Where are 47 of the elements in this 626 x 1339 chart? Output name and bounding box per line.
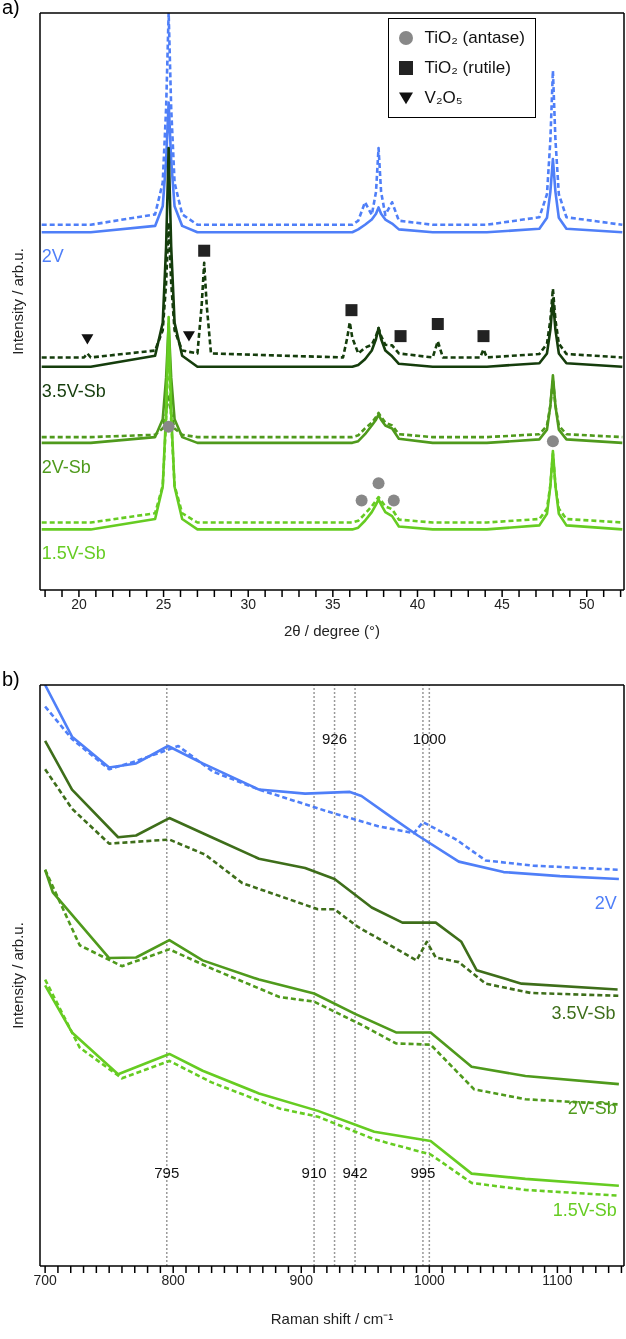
series-label: 2V [41,246,64,267]
ref-line-label: 995 [410,1164,436,1181]
series-label: 3.5V-Sb [551,1003,616,1024]
ref-line-label: 795 [154,1164,180,1181]
x-tick-label: 45 [494,595,511,612]
legend-label: TiO₂ (antase) [424,28,525,48]
x-tick-label: 800 [161,1271,186,1288]
x-tick-label: 20 [71,595,87,612]
point [394,330,407,343]
series-label: 2V [594,893,617,914]
series-label: 2V-Sb [41,456,91,477]
x-tick-label: 700 [33,1271,58,1288]
y-axis-title: Intensity / arb.u. [9,248,27,355]
point [81,334,94,345]
chart-title: b) [2,668,20,691]
chart-title: a) [2,0,20,19]
x-tick-label: 900 [289,1271,314,1288]
series-label: 3.5V-Sb [41,380,106,401]
legend-label: TiO₂ (rutile) [424,58,511,78]
series-label: 1.5V-Sb [41,543,106,564]
x-axis-title: Raman shift / cm⁻¹ [270,1310,394,1327]
x-tick-label: 1100 [542,1271,573,1288]
x-tick-label: 50 [578,595,595,612]
ref-line-label: 942 [342,1164,368,1181]
point [162,420,175,433]
x-tick-label: 25 [155,595,172,612]
x-tick-label: 35 [325,595,341,612]
legend-label: V₂O₅ [424,88,463,108]
point [182,331,195,342]
series-label: 2V-Sb [567,1098,617,1119]
point [431,318,444,330]
ref-line-label: 926 [322,729,348,747]
point [546,435,559,448]
ref-line-label: 1000 [412,729,447,747]
point [355,494,368,507]
x-axis-title: 2θ / degree (°) [283,622,381,639]
point [477,330,490,343]
series-label: 1.5V-Sb [552,1199,617,1220]
ref-line-label: 910 [301,1164,327,1181]
point [198,244,211,257]
point [387,494,400,507]
x-tick-label: 40 [409,595,426,612]
point [372,477,385,490]
x-tick-label: 1000 [413,1271,446,1288]
point [345,304,358,317]
x-tick-label: 30 [240,595,257,612]
y-axis-title: Intensity / arb.u. [9,922,27,1029]
